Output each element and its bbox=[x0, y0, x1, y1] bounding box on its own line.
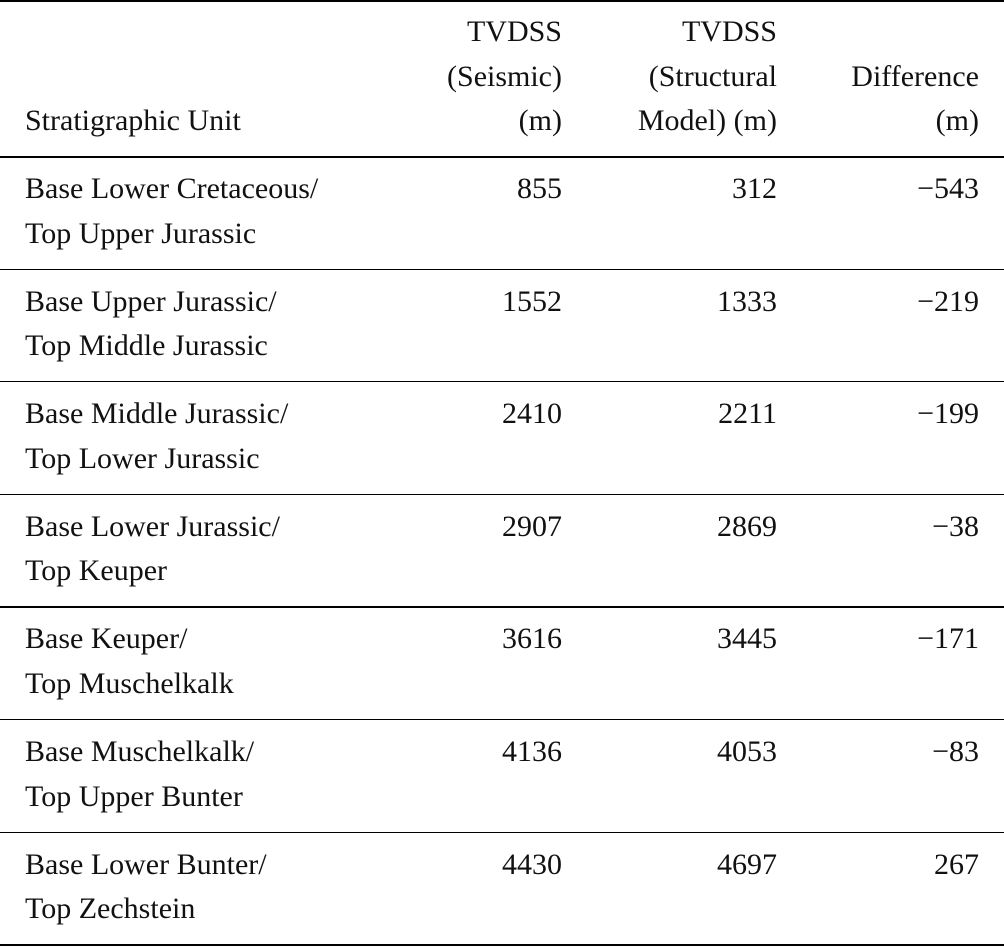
unit-cell: Base Lower Cretaceous/ bbox=[25, 172, 319, 205]
row-rule bbox=[0, 493, 1004, 495]
unit-cell: Top Upper Bunter bbox=[25, 779, 243, 813]
value-cell: −83 bbox=[932, 735, 979, 768]
value-cell: 2211 bbox=[718, 397, 777, 431]
unit-cell: Top Keuper bbox=[25, 554, 168, 588]
unit-cell: Base Upper Jurassic/ bbox=[25, 284, 277, 318]
row-rule bbox=[0, 719, 1004, 721]
header-cell: TVDSS bbox=[681, 15, 777, 48]
unit-cell: Base Keuper/ bbox=[25, 622, 188, 656]
row-rule bbox=[0, 606, 1004, 608]
unit-cell: Base Lower Bunter/ bbox=[25, 847, 267, 881]
header-cell: Stratigraphic Unit bbox=[25, 104, 241, 137]
value-cell: −543 bbox=[917, 172, 979, 205]
value-cell: 2410 bbox=[502, 397, 562, 431]
value-cell: 4136 bbox=[502, 735, 562, 768]
unit-cell: Top Zechstein bbox=[25, 892, 196, 926]
unit-cell: Base Middle Jurassic/ bbox=[25, 397, 289, 431]
header-cell: TVDSS bbox=[466, 15, 562, 48]
value-cell: 3445 bbox=[717, 622, 777, 656]
header-cell: Model) (m) bbox=[637, 104, 777, 137]
header-cell: (Seismic) bbox=[447, 59, 562, 93]
header-cell: (Structural bbox=[648, 59, 777, 93]
header-cell: (m) bbox=[935, 104, 979, 137]
unit-cell: Top Muschelkalk bbox=[25, 666, 234, 700]
row-rule bbox=[0, 381, 1004, 383]
value-cell: 312 bbox=[732, 172, 777, 205]
value-cell: 1333 bbox=[717, 284, 777, 318]
unit-cell: Base Muschelkalk/ bbox=[25, 735, 255, 768]
header-cell: (m) bbox=[518, 104, 562, 137]
unit-cell: Top Lower Jurassic bbox=[25, 441, 260, 475]
header-cell: Difference bbox=[851, 59, 979, 93]
value-cell: 2869 bbox=[717, 509, 777, 543]
value-cell: 2907 bbox=[502, 509, 562, 543]
unit-cell: Top Middle Jurassic bbox=[25, 329, 268, 363]
unit-cell: Base Lower Jurassic/ bbox=[25, 509, 280, 543]
value-cell: 855 bbox=[517, 172, 562, 205]
value-cell: −38 bbox=[932, 509, 979, 543]
row-rule bbox=[0, 831, 1004, 833]
unit-cell: Top Upper Jurassic bbox=[25, 216, 257, 250]
header-rule bbox=[0, 156, 1004, 158]
value-cell: −171 bbox=[917, 622, 979, 656]
value-cell: 4053 bbox=[717, 735, 777, 768]
bottom-rule bbox=[0, 944, 1004, 947]
value-cell: −219 bbox=[917, 284, 979, 318]
value-cell: 4697 bbox=[717, 847, 777, 881]
top-rule bbox=[0, 0, 1004, 2]
value-cell: 4430 bbox=[502, 847, 562, 881]
value-cell: 1552 bbox=[502, 284, 562, 318]
row-rule bbox=[0, 268, 1004, 270]
value-cell: 3616 bbox=[502, 622, 562, 656]
value-cell: −199 bbox=[917, 397, 979, 431]
value-cell: 267 bbox=[934, 847, 979, 881]
